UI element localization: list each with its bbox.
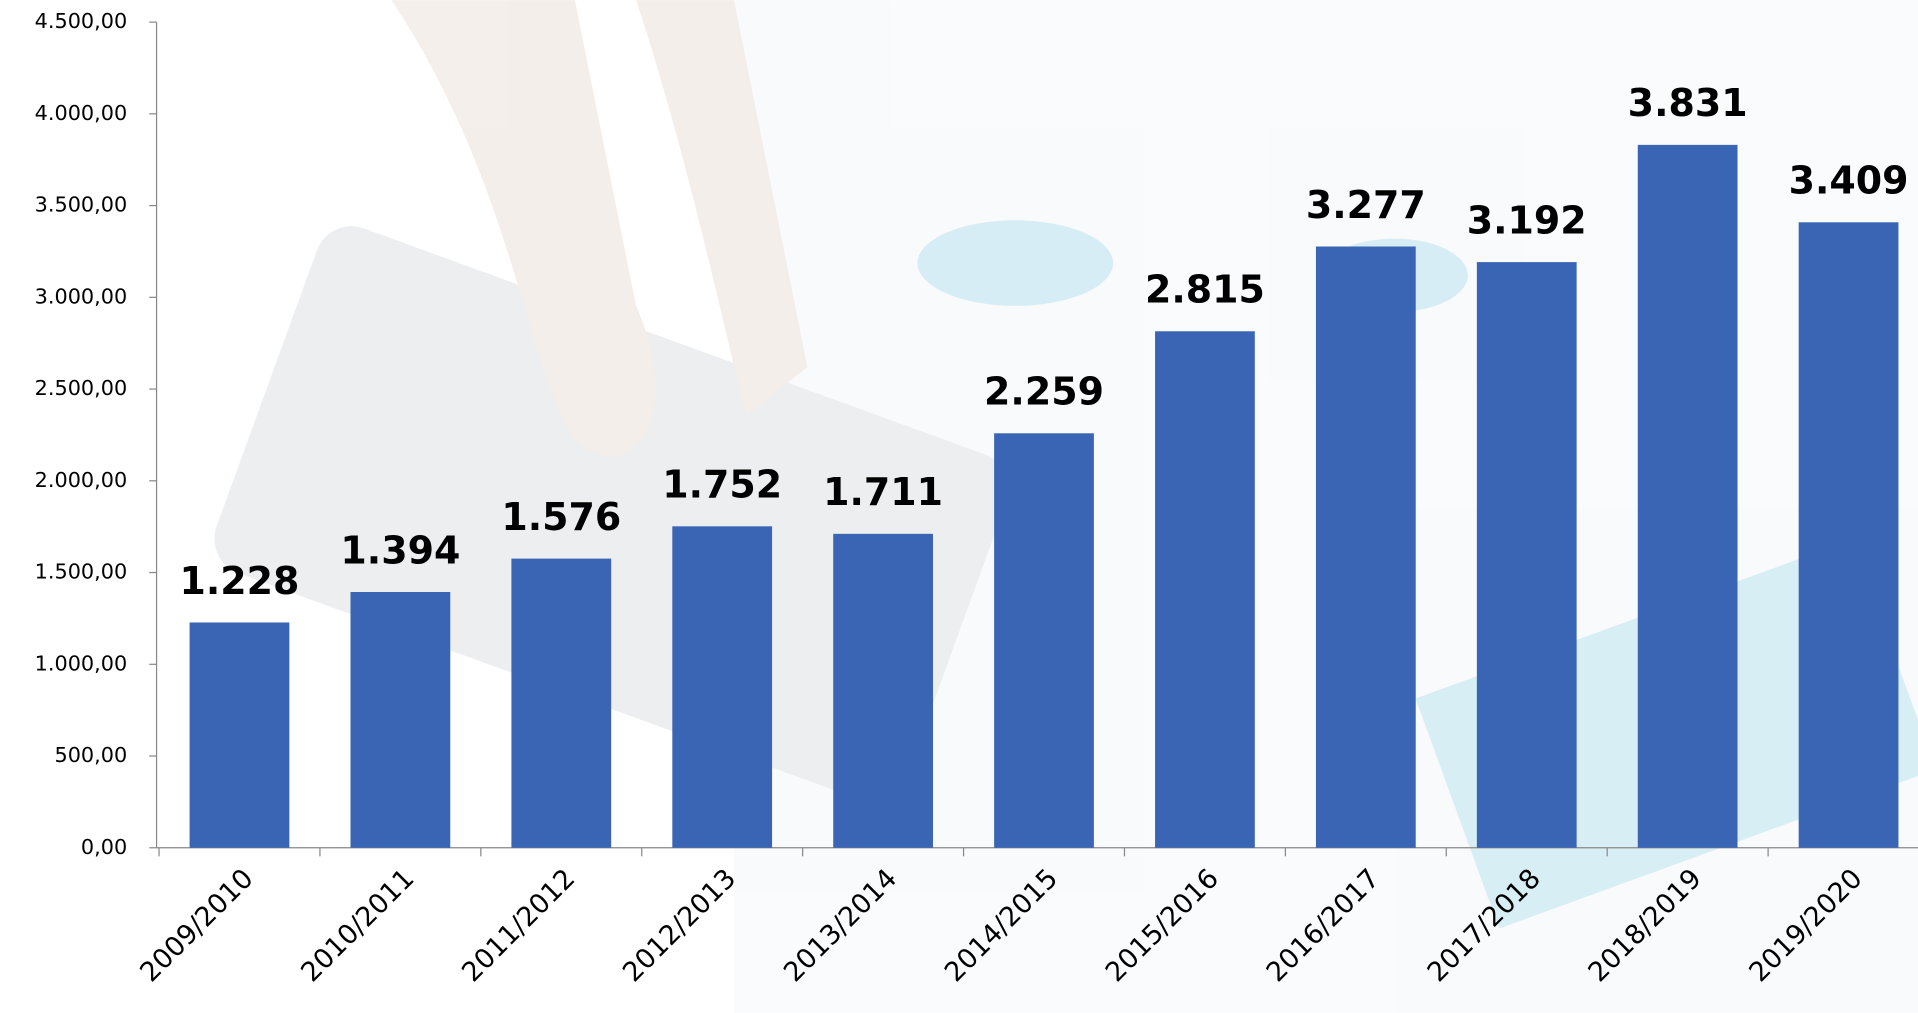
- value-label: 1.228: [180, 559, 300, 603]
- value-label: 1.711: [823, 470, 943, 514]
- x-tick-label: 2011/2012: [456, 863, 581, 988]
- bar: [350, 592, 451, 848]
- bar: [1798, 222, 1899, 848]
- value-label: 3.192: [1467, 198, 1587, 242]
- bar: [1637, 144, 1738, 848]
- y-tick-label: 3.500,00: [35, 193, 128, 217]
- y-tick-label: 4.000,00: [35, 101, 128, 125]
- bar: [1155, 331, 1255, 848]
- value-label: 3.409: [1789, 159, 1909, 203]
- bar: [511, 558, 612, 848]
- value-label: 2.259: [984, 370, 1104, 414]
- value-label: 2.815: [1145, 268, 1265, 312]
- value-label: 3.277: [1306, 183, 1426, 227]
- y-tick-label: 0,00: [81, 835, 127, 859]
- y-tick-label: 2.500,00: [35, 376, 128, 400]
- y-tick-label: 1.000,00: [35, 651, 128, 675]
- bar: [1315, 246, 1416, 848]
- value-label: 1.394: [340, 528, 460, 572]
- bar: [189, 622, 290, 848]
- value-label: 3.831: [1628, 81, 1748, 125]
- y-tick-label: 4.500,00: [35, 9, 128, 33]
- value-label: 1.576: [501, 495, 621, 539]
- y-tick-label: 1.500,00: [35, 560, 128, 584]
- x-tick-label: 2012/2013: [617, 863, 742, 988]
- value-label: 1.752: [662, 463, 782, 507]
- bar: [1476, 262, 1577, 848]
- bar: [833, 533, 933, 848]
- bar: [672, 526, 773, 848]
- y-tick-label: 3.000,00: [35, 284, 128, 308]
- x-tick-label: 2010/2011: [295, 863, 420, 988]
- y-tick-label: 2.000,00: [35, 468, 128, 492]
- y-tick-label: 500,00: [54, 743, 127, 767]
- x-tick-label: 2009/2010: [134, 863, 259, 988]
- bar: [994, 433, 1094, 848]
